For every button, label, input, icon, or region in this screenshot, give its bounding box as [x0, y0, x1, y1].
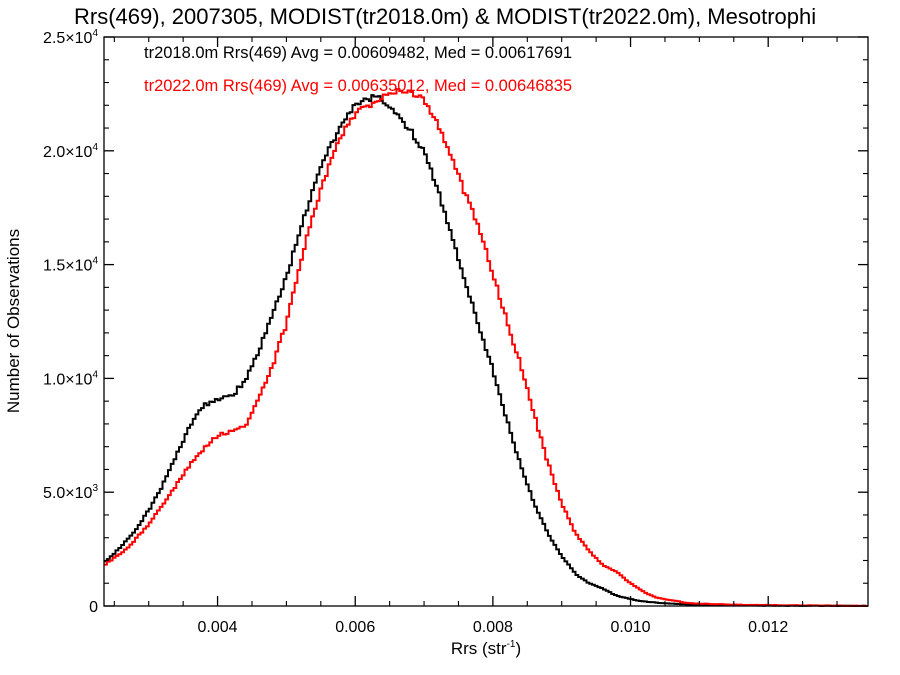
- y-tick-label: 5.0×103: [43, 483, 98, 502]
- y-tick-label: 1.5×104: [43, 256, 98, 275]
- x-axis-label-end: ): [515, 639, 521, 658]
- histogram-series-0: [104, 94, 868, 607]
- y-tick-label: 1.0×104: [43, 369, 98, 388]
- y-axis-ticks: 0 5.0×103 1.0×104 1.5×104 2.0×104 2.5×104: [43, 28, 868, 616]
- plot-area: [104, 88, 868, 607]
- x-axis-label: Rrs (str-1): [451, 639, 521, 658]
- y-axis-label: Number of Observations: [4, 229, 23, 413]
- legend-entry-tr2022: tr2022.0m Rrs(469) Avg = 0.00635012, Med…: [144, 77, 572, 95]
- x-tick-label: 0.008: [473, 619, 513, 636]
- y-tick-label: 2.0×104: [43, 142, 98, 161]
- x-axis-label-superscript: -1: [507, 639, 516, 650]
- chart-title: Rrs(469), 2007305, MODIST(tr2018.0m) & M…: [74, 4, 816, 29]
- x-tick-label: 0.006: [335, 619, 375, 636]
- x-axis-label-main: Rrs (str: [451, 639, 507, 658]
- legend: tr2018.0m Rrs(469) Avg = 0.00609482, Med…: [144, 44, 572, 95]
- x-axis-ticks: 0.004 0.006 0.008 0.010 0.012: [113, 37, 838, 636]
- x-tick-label: 0.004: [198, 619, 238, 636]
- y-tick-label: 0: [89, 599, 98, 616]
- plot-frame: [103, 36, 869, 607]
- legend-entry-tr2018: tr2018.0m Rrs(469) Avg = 0.00609482, Med…: [144, 44, 572, 62]
- x-tick-label: 0.010: [611, 619, 651, 636]
- x-tick-label: 0.012: [748, 619, 788, 636]
- histogram-series-1: [104, 88, 868, 607]
- y-tick-label: 2.5×104: [43, 28, 98, 47]
